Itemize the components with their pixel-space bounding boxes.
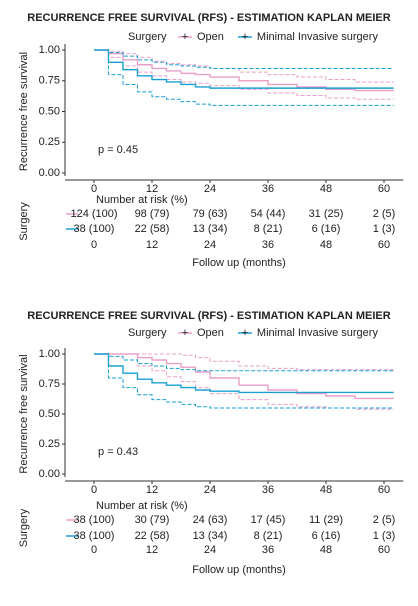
risk-time-label: 36 [262,544,274,556]
risk-time-label: 60 [378,239,390,251]
risk-cell: 98 (79) [135,208,170,220]
y-tick-label: 0.75 [39,75,60,87]
risk-time-label: 36 [262,239,274,251]
survival-curve [94,49,394,89]
confidence-bound [94,353,394,372]
x-axis-label: Follow up (months) [192,564,286,576]
risk-cell: 124 (100) [70,208,117,220]
risk-time-label: 0 [91,544,97,556]
y-tick-label: 0.50 [39,408,60,420]
risk-cell: 1 (3) [373,223,396,235]
legend-title: Surgery [128,327,167,339]
risk-table-title: Number at risk (%) [96,500,188,512]
confidence-bound [94,353,394,410]
legend-label: Minimal Invasive surgery [257,31,379,43]
survival-curve [94,49,394,92]
x-axis-label: Follow up (months) [192,257,286,269]
survival-curve [94,353,394,394]
x-tick-label: 24 [204,484,216,496]
p-value: p = 0.45 [98,144,138,156]
risk-cell: 79 (63) [193,208,228,220]
y-tick-label: 0.25 [39,438,60,450]
legend-marker: + [182,31,188,43]
risk-cell: 24 (63) [193,514,228,526]
risk-cell: 11 (29) [309,514,343,526]
legend-label: Open [197,31,224,43]
risk-time-label: 24 [204,239,216,251]
x-tick-label: 48 [320,484,332,496]
legend-title: Surgery [128,31,167,43]
x-tick-label: 60 [378,183,390,195]
risk-cell: 30 (79) [135,514,170,526]
legend-marker: + [242,31,248,43]
y-tick-label: 1.00 [39,44,60,56]
risk-cell: 38 (100) [74,223,115,235]
risk-cell: 22 (58) [135,530,170,542]
y-axis-label: Recurrence free survival [18,354,30,473]
risk-cell: 54 (44) [251,208,286,220]
risk-table-title: Number at risk (%) [96,194,188,206]
risk-cell: 13 (34) [193,223,228,235]
y-tick-label: 0.75 [39,378,60,390]
chart-title: RECURRENCE FREE SURVIVAL (RFS) - ESTIMAT… [27,310,390,322]
risk-cell: 17 (45) [251,514,286,526]
risk-time-label: 0 [91,239,97,251]
legend-marker: + [182,327,188,339]
risk-time-label: 48 [320,544,332,556]
risk-cell: 22 (58) [135,223,170,235]
risk-cell: 2 (5) [373,208,396,220]
y-tick-label: 0.00 [39,167,60,179]
x-tick-label: 12 [146,484,158,496]
x-tick-label: 12 [146,183,158,195]
y-tick-label: 0.25 [39,136,60,148]
risk-time-label: 60 [378,544,390,556]
risk-cell: 38 (100) [74,514,115,526]
legend-marker: + [242,327,248,339]
confidence-bound [94,49,394,83]
risk-time-label: 12 [146,239,158,251]
y-tick-label: 0.00 [39,468,60,480]
legend-label: Open [197,327,224,339]
risk-cell: 8 (21) [254,223,283,235]
risk-cell: 6 (16) [312,223,341,235]
risk-table-label: Surgery [18,202,30,241]
x-tick-label: 60 [378,484,390,496]
x-tick-label: 0 [91,183,97,195]
risk-cell: 13 (34) [193,530,228,542]
y-tick-label: 1.00 [39,348,60,360]
risk-time-label: 24 [204,544,216,556]
risk-cell: 8 (21) [254,530,283,542]
risk-cell: 31 (25) [309,208,344,220]
x-tick-label: 0 [91,484,97,496]
x-tick-label: 36 [262,183,274,195]
risk-cell: 2 (5) [373,514,396,526]
survival-curve [94,353,394,400]
chart-title: RECURRENCE FREE SURVIVAL (RFS) - ESTIMAT… [27,12,390,24]
risk-time-label: 48 [320,239,332,251]
confidence-bound [94,49,394,106]
p-value: p = 0.43 [98,446,138,458]
x-tick-label: 24 [204,183,216,195]
confidence-bound [94,353,394,371]
confidence-bound [94,353,394,409]
risk-time-label: 12 [146,544,158,556]
x-tick-label: 36 [262,484,274,496]
risk-table-label: Surgery [18,508,30,547]
confidence-bound [94,49,394,100]
legend-label: Minimal Invasive surgery [257,327,379,339]
confidence-bound [94,49,394,69]
risk-cell: 1 (3) [373,530,396,542]
x-tick-label: 48 [320,183,332,195]
y-axis-label: Recurrence free survival [18,52,30,171]
risk-cell: 6 (16) [312,530,341,542]
risk-cell: 38 (100) [74,530,115,542]
y-tick-label: 0.50 [39,105,60,117]
